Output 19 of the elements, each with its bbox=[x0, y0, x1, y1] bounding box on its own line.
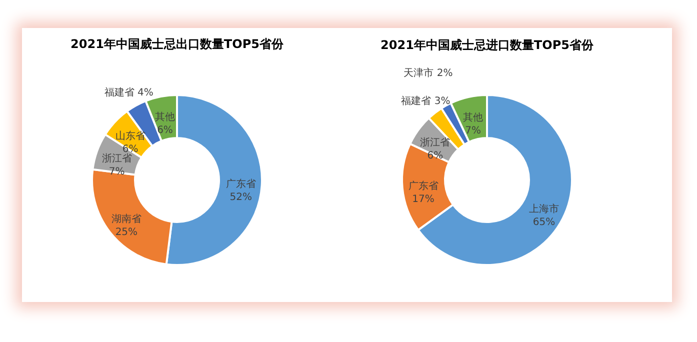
slice-label: 浙江省 bbox=[420, 136, 450, 148]
slice-label: 福建省 3% bbox=[401, 94, 450, 107]
slice-label: 其他 bbox=[463, 112, 484, 124]
slice-label: 福建省 4% bbox=[104, 86, 154, 98]
slice-label: 浙江省 bbox=[102, 152, 132, 164]
slice-label: 广东省 bbox=[226, 178, 256, 190]
data-label: 7% bbox=[465, 126, 481, 137]
data-label: 65% bbox=[532, 217, 556, 228]
data-label: 25% bbox=[115, 227, 138, 238]
slice-label: 山东省 bbox=[115, 130, 146, 142]
slice-label: 湖南省 bbox=[111, 213, 142, 226]
slice-label: 广东省 bbox=[408, 180, 438, 192]
data-label: 52% bbox=[230, 192, 252, 204]
chart-title: 2021年中国威士忌进口数量TOP5省份 bbox=[380, 38, 594, 52]
slice-label: 上海市 bbox=[529, 203, 560, 216]
chart-title: 2021年中国威士忌出口数量TOP5省份 bbox=[70, 37, 284, 52]
slice-label: 天津市 2% bbox=[404, 67, 453, 80]
data-label: 17% bbox=[412, 194, 434, 206]
slice-label: 其他 bbox=[155, 111, 176, 124]
